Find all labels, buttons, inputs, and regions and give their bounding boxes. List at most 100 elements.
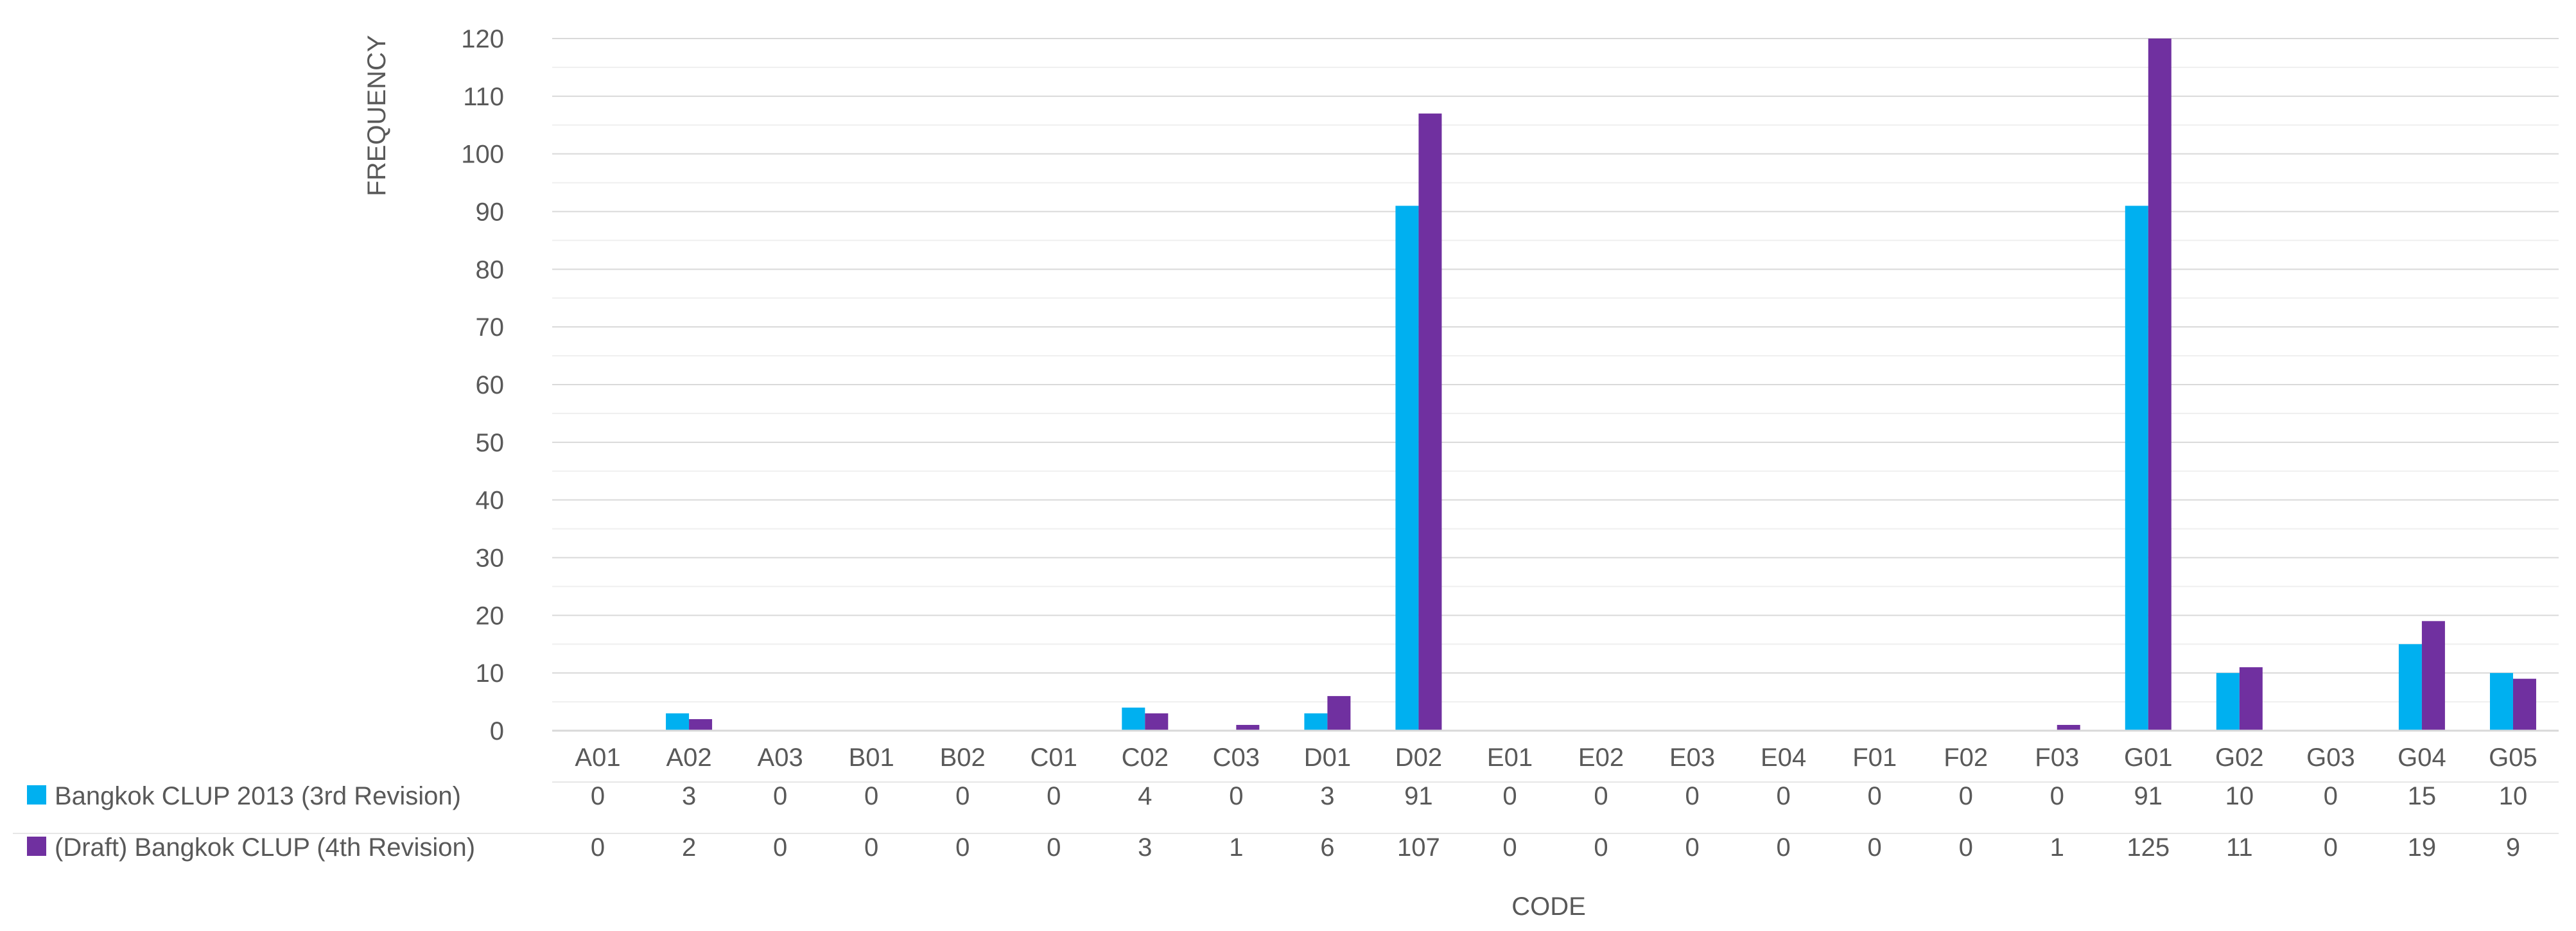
data-label: 3	[1138, 833, 1152, 862]
data-label: 6	[1320, 833, 1334, 862]
x-axis-ticks: A01 A02 A03 B01 B02 C01 C02 C03 D01 D02 E01 E02 E03 E…	[575, 744, 2537, 772]
y-tick-label: 90	[476, 198, 505, 227]
bar-D02-series-2	[1418, 113, 1442, 731]
legend-swatch	[27, 837, 46, 856]
x-tick-label: D02	[1395, 744, 1442, 772]
bar-A02-series-2	[689, 719, 713, 731]
bar-F03-series-2	[2057, 725, 2080, 731]
data-label: 0	[1959, 833, 1973, 862]
bars	[666, 39, 2536, 731]
data-label: 0	[1685, 782, 1699, 810]
data-label: 0	[1594, 833, 1608, 862]
x-tick-label: E01	[1487, 744, 1533, 772]
y-tick-label: 60	[476, 371, 505, 399]
y-tick-label: 0	[490, 717, 504, 745]
legend-swatch	[27, 785, 46, 805]
x-tick-label: F03	[2035, 744, 2079, 772]
data-label: 0	[2050, 782, 2064, 810]
bar-D01-series-2	[1327, 696, 1351, 731]
bar-G05-series-2	[2512, 679, 2536, 731]
data-label: 0	[1047, 782, 1061, 810]
data-label: 0	[773, 782, 787, 810]
data-label: 107	[1397, 833, 1440, 862]
y-tick-label: 30	[476, 544, 505, 573]
data-label: 19	[2408, 833, 2437, 862]
data-label: 1	[1229, 833, 1243, 862]
data-label: 0	[1959, 782, 1973, 810]
bar-G02-series-1	[2216, 673, 2240, 731]
x-tick-label: E02	[1578, 744, 1624, 772]
legend-label: (Draft) Bangkok CLUP (4th Revision)	[55, 833, 475, 862]
data-label: 125	[2127, 833, 2170, 862]
data-label: 0	[591, 782, 605, 810]
data-label: 91	[2134, 782, 2163, 810]
data-label: 0	[864, 833, 878, 862]
y-tick-label: 120	[461, 25, 504, 53]
bar-D02-series-1	[1395, 205, 1419, 731]
x-tick-label: B02	[940, 744, 986, 772]
legend-label: Bangkok CLUP 2013 (3rd Revision)	[55, 782, 461, 810]
x-tick-label: F01	[1852, 744, 1897, 772]
y-tick-label: 100	[461, 141, 504, 169]
bar-G02-series-2	[2239, 667, 2263, 731]
data-label: 0	[1502, 782, 1517, 810]
y-axis-title: FREQUENCY	[363, 35, 391, 196]
data-label: 0	[1776, 833, 1790, 862]
bar-A02-series-1	[666, 713, 690, 731]
x-tick-label: E04	[1761, 744, 1806, 772]
y-tick-label: 20	[476, 602, 505, 630]
x-tick-label: C02	[1122, 744, 1169, 772]
x-tick-label: G05	[2489, 744, 2537, 772]
data-label: 0	[773, 833, 787, 862]
data-label: 0	[2324, 782, 2338, 810]
x-tick-label: A01	[575, 744, 620, 772]
x-tick-label: B01	[849, 744, 894, 772]
data-label: 0	[1868, 782, 1882, 810]
x-tick-label: A03	[758, 744, 803, 772]
x-tick-label: G01	[2124, 744, 2173, 772]
bar-G04-series-2	[2421, 621, 2445, 731]
bar-D01-series-1	[1304, 713, 1328, 731]
data-label: 0	[1685, 833, 1699, 862]
data-label: 3	[1320, 782, 1334, 810]
data-label: 0	[955, 833, 970, 862]
data-label: 9	[2506, 833, 2520, 862]
data-label: 0	[955, 782, 970, 810]
x-tick-label: G03	[2306, 744, 2355, 772]
x-tick-label: E03	[1669, 744, 1715, 772]
x-tick-label: F02	[1944, 744, 1988, 772]
x-tick-label: A02	[666, 744, 711, 772]
x-tick-label: C03	[1213, 744, 1260, 772]
y-tick-label: 10	[476, 659, 505, 688]
data-label: 10	[2225, 782, 2254, 810]
data-label: 0	[1776, 782, 1790, 810]
y-tick-label: 50	[476, 429, 505, 457]
data-label: 0	[591, 833, 605, 862]
data-label: 0	[1868, 833, 1882, 862]
x-tick-label: D01	[1304, 744, 1351, 772]
data-label: 0	[1594, 782, 1608, 810]
data-label: 4	[1138, 782, 1152, 810]
x-tick-label: G02	[2215, 744, 2264, 772]
data-label: 1	[2050, 833, 2064, 862]
data-label: 0	[2324, 833, 2338, 862]
x-tick-label: G04	[2398, 744, 2446, 772]
data-label: 11	[2226, 833, 2253, 862]
y-tick-label: 80	[476, 256, 505, 284]
x-tick-label: C01	[1031, 744, 1077, 772]
bar-G01-series-2	[2148, 39, 2171, 731]
bar-G01-series-1	[2125, 205, 2148, 731]
data-label: 0	[1047, 833, 1061, 862]
data-label: 10	[2499, 782, 2528, 810]
x-axis-title: CODE	[1511, 892, 1586, 921]
data-label: 3	[682, 782, 696, 810]
y-tick-label: 70	[476, 313, 505, 342]
bar-C03-series-2	[1236, 725, 1260, 731]
data-label: 0	[864, 782, 878, 810]
y-axis-ticks: 0 10 20 30 40 50 60 70 80 90 100 110 120	[461, 25, 504, 745]
data-label: 2	[682, 833, 696, 862]
bar-G05-series-1	[2489, 673, 2513, 731]
data-label: 15	[2408, 782, 2437, 810]
y-tick-label: 110	[463, 83, 504, 111]
